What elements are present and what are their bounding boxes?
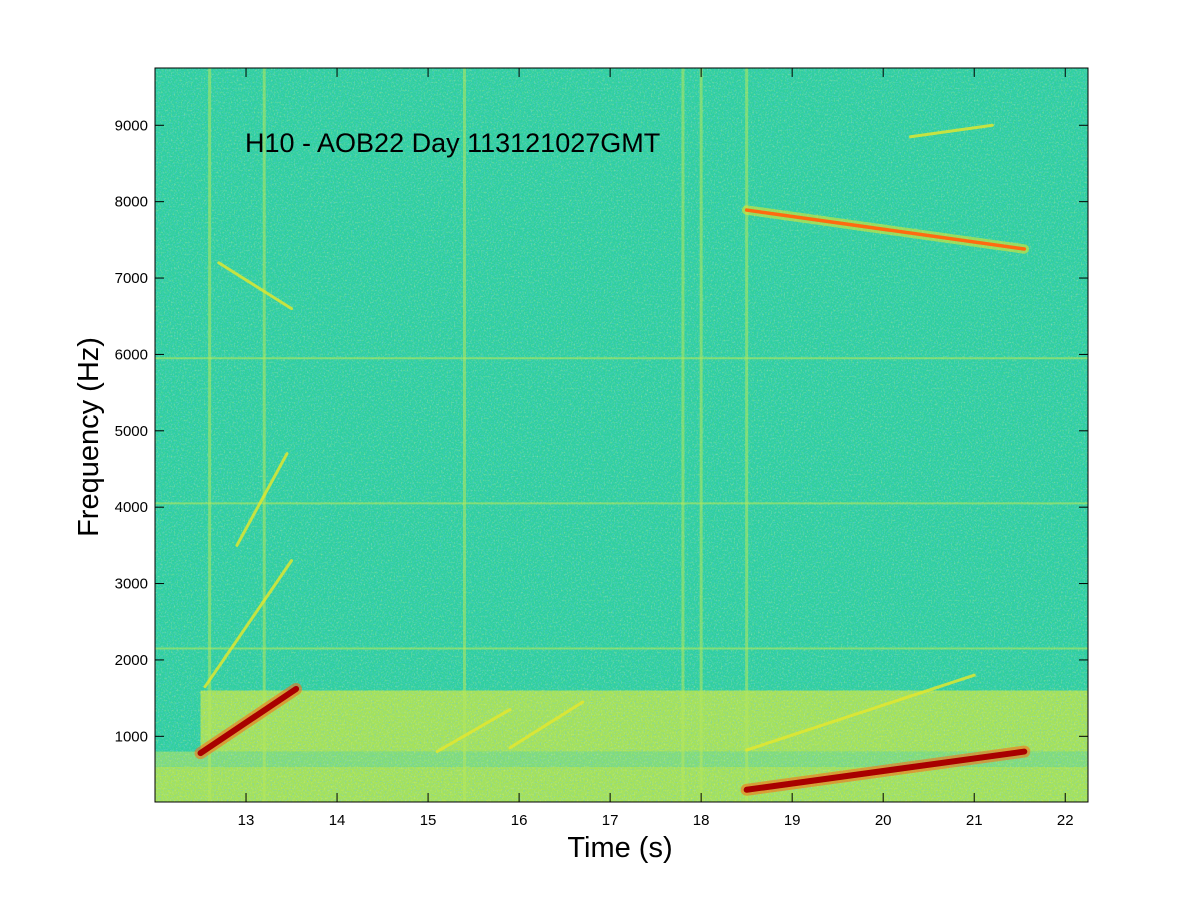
- y-axis-ticks: 1000 2000 3000 4000 5000 6000 7000 8000 9000: [115, 117, 1088, 745]
- vertical-streak: [462, 68, 466, 802]
- vertical-streak: [681, 68, 685, 802]
- horizontal-line: [155, 647, 1088, 650]
- x-tick-label: 13: [238, 812, 255, 829]
- track-line: [909, 123, 994, 139]
- vertical-streak: [208, 68, 212, 802]
- x-tick-label: 20: [875, 812, 892, 829]
- plot-area: [154, 67, 1089, 803]
- y-tick-label: 5000: [115, 423, 148, 440]
- x-tick-label: 15: [420, 812, 437, 829]
- horizontal-lines: [155, 357, 1088, 650]
- track-line: [744, 208, 1027, 251]
- x-tick-label: 19: [784, 812, 801, 829]
- x-tick-label: 16: [511, 812, 528, 829]
- noise-texture-yellow: [155, 68, 1088, 802]
- track-line: [745, 673, 976, 752]
- track-line: [203, 559, 294, 689]
- x-tick-label: 18: [693, 812, 710, 829]
- y-tick-label: 2000: [115, 652, 148, 669]
- plot-frame: [154, 67, 1089, 803]
- x-tick-label: 17: [602, 812, 619, 829]
- x-tick-label: 22: [1057, 812, 1074, 829]
- x-axis-ticks: 13 14 15 16 17 18 19 20 21 22: [238, 68, 1074, 829]
- y-tick-label: 4000: [115, 499, 148, 516]
- frequency-tracks: [194, 123, 1031, 796]
- vertical-streaks: [208, 68, 749, 802]
- y-tick-label: 8000: [115, 194, 148, 211]
- y-tick-label: 9000: [115, 117, 148, 134]
- vertical-streak: [699, 68, 703, 802]
- x-axis-label: Time (s): [567, 832, 672, 864]
- y-tick-label: 1000: [115, 728, 148, 745]
- y-tick-label: 6000: [115, 346, 148, 363]
- horizontal-line: [155, 502, 1088, 505]
- chart-title: H10 - AOB22 Day 113121027GMT: [245, 128, 660, 158]
- x-tick-label: 14: [329, 812, 346, 829]
- track-line: [508, 700, 585, 750]
- x-tick-label: 21: [966, 812, 983, 829]
- track-line: [217, 261, 294, 311]
- y-tick-label: 7000: [115, 270, 148, 287]
- track-line: [435, 708, 512, 754]
- y-tick-label: 3000: [115, 576, 148, 593]
- vertical-streak: [745, 68, 749, 802]
- y-axis-label: Frequency (Hz): [73, 337, 105, 537]
- track-line: [743, 748, 1028, 793]
- track-line: [235, 452, 289, 547]
- horizontal-line: [155, 357, 1088, 360]
- vertical-streak: [262, 68, 266, 802]
- track-line: [197, 685, 300, 757]
